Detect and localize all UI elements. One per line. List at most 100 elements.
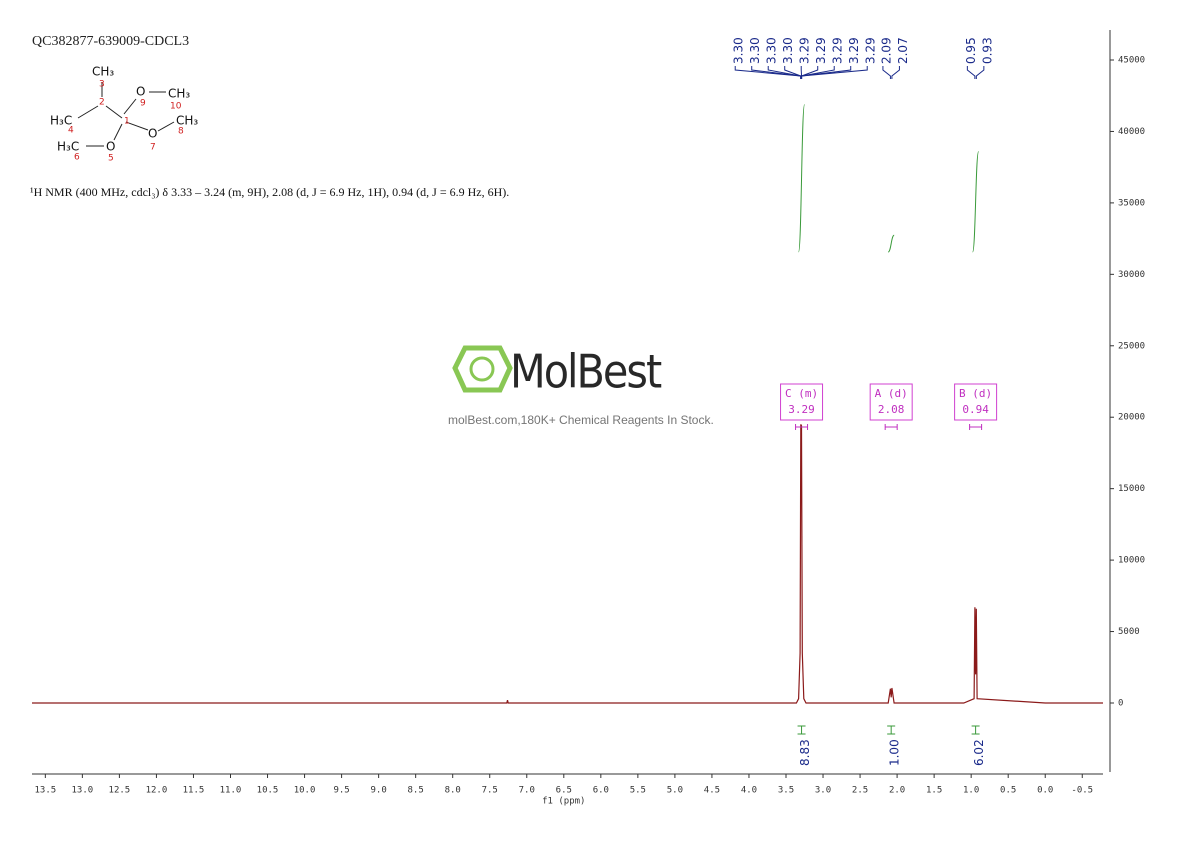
multiplet-range	[969, 424, 983, 430]
multiplet-shift: 2.08	[878, 403, 905, 416]
x-tick-label: 6.0	[593, 786, 609, 796]
x-tick-label: 9.5	[333, 786, 349, 796]
peak-label: 0.95	[964, 37, 978, 64]
multiplet-shift: 0.94	[962, 403, 989, 416]
peak-connector	[801, 66, 868, 79]
atom-label: 9	[140, 99, 146, 109]
multiplet-range	[795, 424, 809, 430]
x-tick-label: 1.0	[963, 786, 979, 796]
multiplet-range	[884, 424, 898, 430]
integral-bracket	[887, 725, 896, 735]
x-tick-label: -0.5	[1071, 786, 1093, 796]
atom-label: CH₃	[92, 65, 114, 79]
x-tick-label: 5.0	[667, 786, 683, 796]
chart-title: QC382877-639009-CDCL3	[32, 34, 189, 49]
x-tick-label: 8.0	[445, 786, 461, 796]
x-tick-label: 12.5	[109, 786, 131, 796]
atom-label: 3	[99, 80, 105, 90]
x-tick-label: 5.5	[630, 786, 646, 796]
integral-curve	[798, 104, 806, 253]
peak-label: 3.29	[814, 37, 828, 64]
peak-label: 3.30	[781, 37, 795, 64]
y-tick-label: 40000	[1118, 127, 1145, 137]
integral-value: 6.02	[972, 739, 986, 766]
peak-label: 2.07	[896, 37, 910, 64]
y-tick-label: 0	[1118, 698, 1123, 708]
y-tick-label: 5000	[1118, 627, 1140, 637]
x-tick-label: 6.5	[556, 786, 572, 796]
bond	[123, 98, 137, 115]
logo-ring	[469, 356, 495, 382]
x-tick-label: 1.5	[926, 786, 942, 796]
x-tick-label: 7.5	[482, 786, 498, 796]
x-tick-label: 2.5	[852, 786, 868, 796]
x-tick-label: 4.5	[704, 786, 720, 796]
watermark-brand: MolBest	[510, 345, 662, 399]
multiplet-label: B (d)	[959, 387, 992, 400]
y-tick-label: 35000	[1118, 198, 1145, 208]
y-tick-label: 45000	[1118, 56, 1145, 66]
peak-connector	[784, 66, 802, 79]
atom-label: O	[136, 85, 145, 99]
y-tick-label: 15000	[1118, 484, 1145, 494]
atom-label: 4	[68, 126, 74, 136]
integral-curve	[972, 150, 980, 253]
x-tick-label: 12.0	[146, 786, 168, 796]
bond	[157, 121, 175, 132]
x-tick-label: 0.5	[1000, 786, 1016, 796]
atom-label: O	[106, 140, 115, 154]
x-tick-label: 2.0	[889, 786, 905, 796]
atom-label: 10	[170, 102, 182, 112]
peak-label: 2.09	[879, 37, 893, 64]
peak-label: 3.30	[732, 37, 746, 64]
atom-label: 1	[124, 117, 130, 127]
peak-connector	[882, 66, 891, 79]
x-tick-label: 11.0	[220, 786, 242, 796]
x-tick-label: 9.0	[370, 786, 386, 796]
integral-curve	[887, 234, 895, 253]
multiplet-box	[954, 383, 998, 421]
x-tick-label: 7.0	[519, 786, 535, 796]
peak-label: 3.29	[864, 37, 878, 64]
x-tick-label: 3.0	[815, 786, 831, 796]
y-tick-label: 20000	[1118, 413, 1145, 423]
peak-label: 3.29	[847, 37, 861, 64]
peak-label: 0.93	[980, 37, 994, 64]
peak-label: 3.30	[765, 37, 779, 64]
integral-value: 8.83	[798, 739, 812, 766]
multiplet-label: A (d)	[875, 387, 908, 400]
y-tick-label: 30000	[1118, 270, 1145, 280]
atom-label: 2	[99, 98, 105, 108]
bond	[105, 105, 123, 119]
atom-label: O	[148, 127, 157, 141]
peak-connector	[975, 66, 985, 79]
x-tick-label: 13.5	[34, 786, 56, 796]
watermark-tagline: molBest.com,180K+ Chemical Reagents In S…	[448, 413, 714, 427]
multiplet-shift: 3.29	[788, 403, 815, 416]
peak-label: 3.29	[798, 37, 812, 64]
y-tick-label: 10000	[1118, 556, 1145, 566]
bond	[113, 123, 123, 141]
y-tick-label: 25000	[1118, 341, 1145, 351]
spectrum	[32, 424, 1103, 704]
atom-label: CH₃	[168, 87, 190, 101]
x-tick-label: 13.0	[72, 786, 94, 796]
x-tick-label: 11.5	[183, 786, 205, 796]
structure	[77, 82, 175, 147]
bond	[77, 105, 99, 119]
atom-label: 6	[74, 153, 80, 163]
x-tick-label: 10.5	[257, 786, 279, 796]
bond	[125, 121, 149, 131]
multiplet-box	[869, 383, 913, 421]
x-tick-label: 8.5	[408, 786, 424, 796]
description: ¹H NMR (400 MHz, cdcl₃) δ 3.33 – 3.24 (m…	[30, 185, 509, 199]
peak-label: 3.29	[831, 37, 845, 64]
x-tick-label: 10.0	[294, 786, 316, 796]
x-tick-label: 4.0	[741, 786, 757, 796]
x-tick-label: 0.0	[1037, 786, 1053, 796]
atom-label: 5	[108, 154, 114, 164]
multiplet-box	[780, 383, 824, 421]
atom-label: H₃C	[57, 140, 79, 154]
